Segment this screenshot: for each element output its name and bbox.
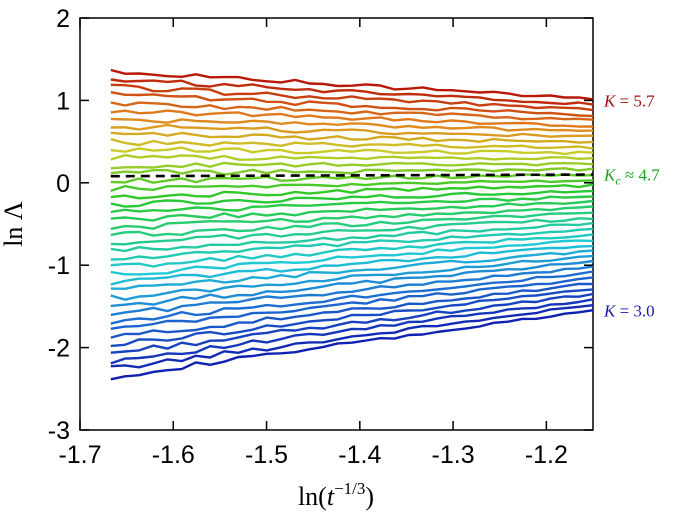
series-line — [110, 309, 594, 381]
y-tick-label: -1 — [48, 252, 70, 280]
curves-group — [110, 68, 594, 381]
x-axis-label: ln(t−1/3) — [298, 479, 374, 511]
series-line — [110, 146, 594, 156]
y-tick-label: 2 — [56, 5, 70, 33]
series-line — [110, 288, 594, 348]
series-line — [110, 83, 594, 112]
series-line — [110, 233, 594, 268]
y-axis-label: ln Λ — [0, 201, 28, 247]
y-tick-label: -3 — [48, 417, 70, 445]
series-line — [110, 244, 594, 286]
series-line — [110, 265, 594, 317]
series-line — [110, 199, 594, 222]
x-tick-label: -1.4 — [338, 441, 381, 469]
series-line — [110, 161, 594, 170]
y-tick-label: -2 — [48, 335, 70, 363]
series-line — [110, 68, 594, 101]
series-line — [110, 189, 594, 208]
series-line — [110, 78, 594, 106]
series-line — [110, 298, 594, 365]
series-line — [110, 179, 594, 193]
x-tick-label: -1.5 — [245, 441, 288, 469]
series-line — [110, 205, 594, 231]
x-tick-label: -1.7 — [58, 441, 101, 469]
series-line — [110, 154, 594, 161]
series-line — [110, 183, 594, 200]
curve-annotation: K = 5.7 — [603, 91, 655, 110]
curve-annotation: Kc ≈ 4.7 — [603, 166, 660, 188]
x-tick-label: -1.6 — [152, 441, 195, 469]
series-line — [110, 173, 594, 184]
curve-annotation: K = 3.0 — [603, 302, 655, 321]
series-line — [110, 254, 594, 301]
series-line — [110, 270, 594, 325]
series-line — [110, 239, 594, 276]
series-line — [110, 304, 594, 369]
series-line — [110, 101, 594, 121]
series-line — [110, 131, 594, 144]
x-ticks: -1.7 -1.6 -1.5 -1.4 -1.3 -1.2 — [58, 18, 568, 469]
annotations: K = 5.7 Kc ≈ 4.7 K = 3.0 — [603, 91, 660, 320]
series-line — [110, 292, 594, 354]
series-line — [110, 276, 594, 330]
series-line — [110, 123, 594, 138]
x-tick-label: -1.3 — [432, 441, 475, 469]
series-line — [110, 195, 594, 214]
y-tick-label: 0 — [56, 170, 70, 198]
reference-dashed-line — [110, 173, 594, 178]
series-line — [110, 109, 594, 128]
series-line — [110, 249, 594, 290]
x-tick-label: -1.2 — [525, 441, 568, 469]
series-line — [110, 91, 594, 118]
series-line — [110, 167, 594, 176]
y-tick-label: 1 — [56, 87, 70, 115]
series-line — [110, 217, 594, 246]
series-line — [110, 282, 594, 339]
series-line — [110, 211, 594, 237]
series-line — [110, 227, 594, 261]
series-line — [110, 117, 594, 132]
series-line — [110, 221, 594, 253]
y-ticks: -3 -2 -1 0 1 2 — [48, 5, 593, 445]
series-line — [110, 137, 594, 150]
series-line — [110, 259, 594, 308]
